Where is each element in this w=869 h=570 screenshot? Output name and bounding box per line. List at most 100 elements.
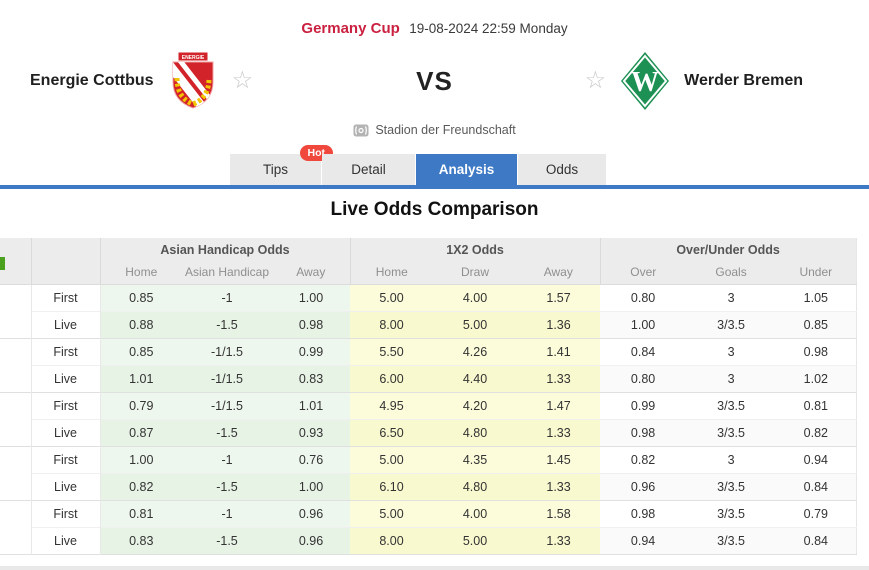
odds-table-body: First 0.85 -1 1.00 5.00 4.00 1.57 0.80 3 1.05 Live…	[0, 283, 857, 554]
group-over-under: Over/Under Odds	[599, 238, 857, 261]
tab-odds[interactable]: Odds	[518, 154, 606, 185]
period-label: First	[30, 337, 101, 365]
col-ah-handicap: Asian Handicap	[182, 261, 272, 285]
odds-value: 0.82	[100, 472, 182, 500]
odds-value: 3/3.5	[686, 310, 777, 338]
period-label: First	[30, 391, 101, 419]
table-row: First 0.81 -1 0.96 5.00 4.00 1.58 0.98 3/3.5 0.79	[0, 499, 857, 554]
away-team-logo: W	[621, 52, 670, 110]
odds-value: 1.58	[517, 499, 601, 527]
odds-value: 8.00	[350, 526, 434, 554]
odds-value: 1.45	[517, 445, 601, 473]
odds-value: 1.57	[517, 283, 601, 311]
odds-value: 1.33	[517, 526, 601, 554]
bottom-strip	[0, 566, 869, 570]
tab-underline	[0, 185, 869, 189]
odds-value: -1.5	[182, 472, 272, 500]
odds-value: 0.79	[776, 499, 857, 527]
bookmaker-header	[0, 238, 31, 261]
odds-value: 0.83	[100, 526, 182, 554]
period-label: Live	[30, 526, 101, 554]
bookmaker-cell	[0, 499, 31, 554]
odds-value: 1.36	[517, 310, 601, 338]
odds-value: 1.05	[776, 283, 857, 311]
period-label: Live	[30, 364, 101, 392]
away-team-name[interactable]: Werder Bremen	[684, 72, 803, 89]
col-1x2-away: Away	[517, 261, 601, 285]
odds-value: 0.82	[600, 445, 687, 473]
tab-label: Analysis	[438, 162, 495, 177]
home-team-logo: ENERGIE	[172, 51, 214, 109]
odds-value: 1.01	[272, 391, 351, 419]
odds-value: 4.00	[433, 499, 518, 527]
col-ou-goals: Goals	[686, 261, 777, 285]
odds-value: 1.00	[272, 472, 351, 500]
table-row: Live 1.01 -1/1.5 0.83 6.00 4.40 1.33 0.80 3 1.02	[0, 364, 857, 392]
odds-value: 4.00	[433, 283, 518, 311]
table-row: First 0.85 -1/1.5 0.99 5.50 4.26 1.41 0.84 3 0.98	[0, 337, 857, 392]
odds-value: 4.26	[433, 337, 518, 365]
tab-analysis[interactable]: Analysis	[416, 154, 517, 185]
svg-text:ENERGIE: ENERGIE	[181, 55, 204, 61]
away-favorite-star-icon[interactable]: ☆	[584, 67, 607, 94]
odds-value: 0.81	[100, 499, 182, 527]
odds-value: 0.98	[600, 499, 687, 527]
home-favorite-star-icon[interactable]: ☆	[231, 67, 254, 94]
tab-tips[interactable]: Tips Hot	[230, 145, 333, 185]
tab-strip: Tips Hot Detail Analysis Odds	[230, 145, 606, 185]
odds-value: 1.47	[517, 391, 601, 419]
col-ah-away: Away	[272, 261, 351, 285]
odds-value: 0.98	[272, 310, 351, 338]
odds-value: 6.10	[350, 472, 434, 500]
period-label: First	[30, 283, 101, 311]
odds-value: 0.99	[600, 391, 687, 419]
bookmaker-cell	[0, 445, 31, 500]
away-team-block: ☆ W Werder Bremen	[500, 51, 869, 111]
odds-value: 0.84	[776, 472, 857, 500]
group-header-row: Asian Handicap Odds 1X2 Odds Over/Under …	[0, 238, 857, 261]
odds-value: 3/3.5	[686, 391, 777, 419]
odds-value: -1/1.5	[182, 337, 272, 365]
odds-value: 4.20	[433, 391, 518, 419]
odds-value: 0.93	[272, 418, 351, 446]
odds-value: 0.82	[776, 418, 857, 446]
odds-value: 5.00	[350, 499, 434, 527]
odds-value: 0.84	[776, 526, 857, 554]
odds-value: 3	[686, 445, 777, 473]
odds-value: 8.00	[350, 310, 434, 338]
bookmaker-cell	[0, 283, 31, 338]
odds-value: 0.79	[100, 391, 182, 419]
period-label: First	[30, 445, 101, 473]
odds-value: 5.00	[350, 283, 434, 311]
table-row: Live 0.82 -1.5 1.00 6.10 4.80 1.33 0.96 3/3.5 0.8…	[0, 472, 857, 500]
venue-name: Stadion der Freundschaft	[375, 123, 516, 137]
teams-row: Energie Cottbus ENERGIE ☆ VS ☆ W	[0, 50, 869, 112]
league-name: Germany Cup	[301, 20, 400, 37]
group-1x2: 1X2 Odds	[349, 238, 601, 261]
odds-value: 4.35	[433, 445, 518, 473]
odds-value: 1.01	[100, 364, 182, 392]
odds-value: 1.33	[517, 472, 601, 500]
odds-value: 0.76	[272, 445, 351, 473]
odds-value: 3/3.5	[686, 499, 777, 527]
odds-value: 3/3.5	[686, 418, 777, 446]
tab-detail[interactable]: Detail	[322, 154, 415, 185]
odds-value: 0.96	[272, 526, 351, 554]
odds-value: 4.40	[433, 364, 518, 392]
odds-value: 0.99	[272, 337, 351, 365]
odds-value: 0.94	[776, 445, 857, 473]
period-label: Live	[30, 472, 101, 500]
home-team-name[interactable]: Energie Cottbus	[30, 72, 154, 89]
odds-value: 1.00	[600, 310, 687, 338]
col-ah-home: Home	[99, 261, 182, 285]
column-header-row: Home Asian Handicap Away Home Draw Away …	[0, 261, 857, 285]
odds-value: 3	[686, 337, 777, 365]
table-row: Live 0.83 -1.5 0.96 8.00 5.00 1.33 0.94 3/3.5 0.8…	[0, 526, 857, 554]
odds-value: 0.85	[776, 310, 857, 338]
odds-value: 0.80	[600, 283, 687, 311]
clipped-green-logo	[0, 257, 5, 270]
odds-value: 0.85	[100, 337, 182, 365]
period-label: Live	[30, 418, 101, 446]
group-asian-handicap: Asian Handicap Odds	[99, 238, 351, 261]
match-meta: Germany Cup 19-08-2024 22:59 Monday	[0, 0, 869, 40]
